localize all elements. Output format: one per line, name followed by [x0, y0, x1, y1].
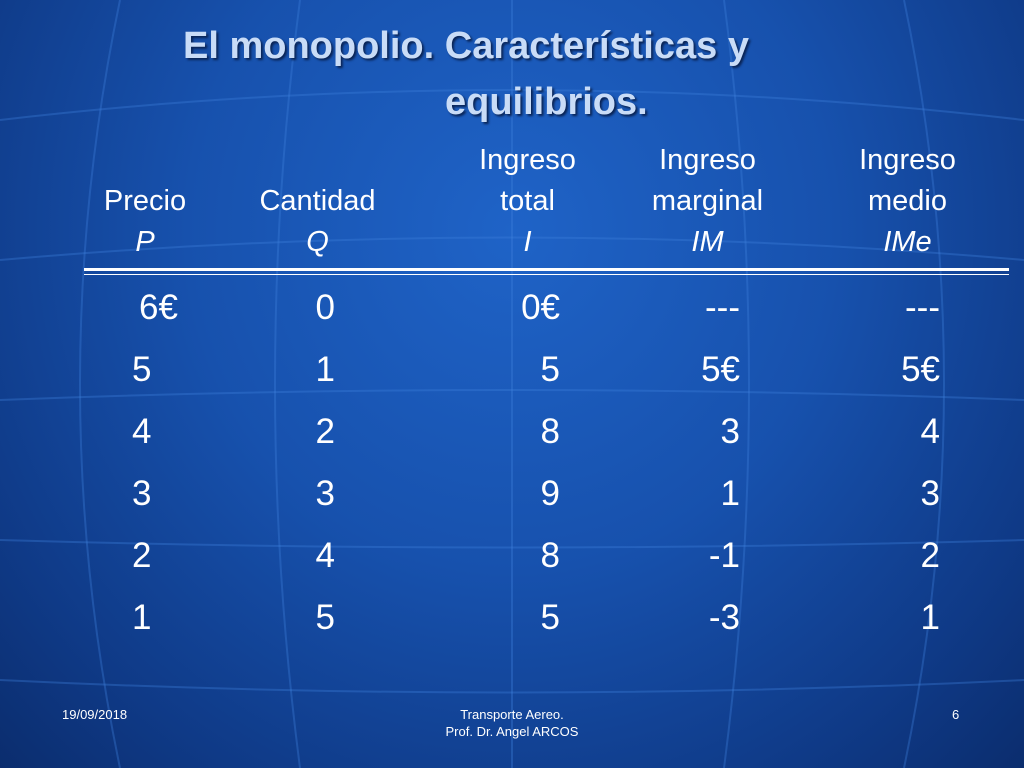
header-precio: Precio P — [80, 140, 210, 263]
header-ingreso-medio: Ingreso medio IMe — [835, 140, 980, 263]
cell-ingreso-total: 8 — [540, 412, 560, 451]
footer-page-number: 6 — [952, 707, 960, 722]
cell-precio: 2 — [132, 536, 152, 575]
cell-precio: 5 — [132, 350, 152, 389]
cell-ingreso-marginal: -3 — [708, 598, 740, 637]
cell-ingreso-medio: 5€ — [901, 350, 940, 389]
title-line-1: El monopolio. Características y — [183, 25, 749, 67]
cell-ingreso-total: 8 — [540, 536, 560, 575]
header-line-2: Cantidad — [259, 185, 376, 217]
header-line-1: Ingreso — [859, 144, 956, 176]
title-line-2: equilibrios. — [445, 81, 648, 123]
footer-course: Transporte Aereo. — [460, 707, 564, 722]
cell-ingreso-medio: 2 — [920, 536, 940, 575]
header-line-2: medio — [868, 185, 947, 217]
header-symbol: Q — [306, 226, 329, 258]
cell-ingreso-total: 0€ — [521, 288, 560, 327]
cell-ingreso-medio: 4 — [920, 412, 940, 451]
cell-ingreso-medio: --- — [905, 288, 940, 327]
header-line-1: Ingreso — [479, 144, 576, 176]
header-symbol: IM — [691, 226, 724, 258]
header-line-1 — [80, 140, 210, 181]
cell-ingreso-medio: 3 — [920, 474, 940, 513]
cell-precio: 6€ — [139, 288, 178, 327]
header-symbol: I — [523, 226, 532, 258]
cell-cantidad: 0 — [315, 288, 335, 327]
cell-ingreso-marginal: 3 — [720, 412, 740, 451]
header-symbol: IMe — [883, 226, 932, 258]
cell-ingreso-marginal: 1 — [720, 474, 740, 513]
footer-center: Transporte Aereo. Prof. Dr. Angel ARCOS — [412, 706, 612, 740]
header-line-2: Precio — [103, 185, 187, 217]
header-ingreso-marginal: Ingreso marginal IM — [630, 140, 785, 263]
cell-ingreso-marginal: 5€ — [701, 350, 740, 389]
footer-author: Prof. Dr. Angel ARCOS — [445, 724, 579, 739]
cell-ingreso-total: 5 — [540, 350, 560, 389]
header-line-2: total — [500, 185, 555, 217]
cell-cantidad: 4 — [315, 536, 335, 575]
cell-precio: 3 — [132, 474, 152, 513]
footer-date: 19/09/2018 — [62, 707, 128, 722]
cell-cantidad: 1 — [315, 350, 335, 389]
header-line-2: marginal — [651, 185, 764, 217]
cell-ingreso-total: 5 — [540, 598, 560, 637]
header-divider-thin — [84, 274, 1009, 275]
header-line-1: Ingreso — [659, 144, 756, 176]
header-symbol: P — [135, 226, 155, 258]
cell-ingreso-medio: 1 — [920, 598, 940, 637]
cell-ingreso-marginal: -1 — [708, 536, 740, 575]
cell-cantidad: 3 — [315, 474, 335, 513]
cell-ingreso-total: 9 — [540, 474, 560, 513]
cell-cantidad: 5 — [315, 598, 335, 637]
cell-precio: 1 — [132, 598, 152, 637]
cell-ingreso-marginal: --- — [705, 288, 740, 327]
header-divider — [84, 268, 1009, 271]
cell-precio: 4 — [132, 412, 152, 451]
header-cantidad: Cantidad Q — [240, 140, 395, 263]
cell-cantidad: 2 — [315, 412, 335, 451]
header-ingreso-total: Ingreso total I — [455, 140, 600, 263]
header-line-1 — [240, 140, 395, 181]
